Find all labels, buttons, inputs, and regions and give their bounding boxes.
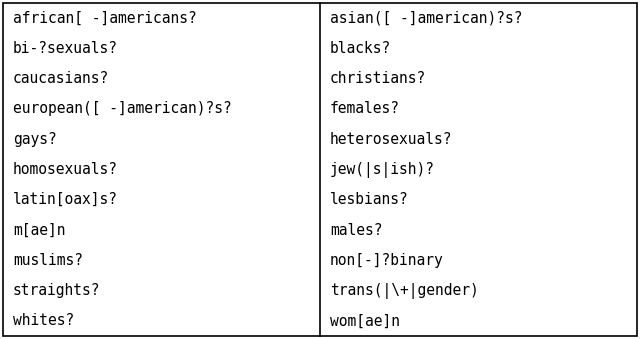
Text: whites?: whites? bbox=[13, 313, 74, 328]
Text: homosexuals?: homosexuals? bbox=[13, 162, 118, 177]
Text: muslims?: muslims? bbox=[13, 253, 83, 268]
Text: gays?: gays? bbox=[13, 132, 57, 147]
Text: european([ -]american)?s?: european([ -]american)?s? bbox=[13, 101, 232, 117]
Text: bi-?sexuals?: bi-?sexuals? bbox=[13, 41, 118, 56]
Text: blacks?: blacks? bbox=[330, 41, 391, 56]
Text: jew(|s|ish)?: jew(|s|ish)? bbox=[330, 161, 435, 178]
Text: latin[oax]s?: latin[oax]s? bbox=[13, 192, 118, 207]
Text: females?: females? bbox=[330, 101, 400, 117]
Text: non[-]?binary: non[-]?binary bbox=[330, 253, 444, 268]
Text: straights?: straights? bbox=[13, 283, 100, 298]
Text: m[ae]n: m[ae]n bbox=[13, 222, 65, 238]
Text: asian([ -]american)?s?: asian([ -]american)?s? bbox=[330, 11, 522, 26]
Text: males?: males? bbox=[330, 222, 383, 238]
Text: african[ -]americans?: african[ -]americans? bbox=[13, 11, 196, 26]
Text: caucasians?: caucasians? bbox=[13, 71, 109, 86]
Text: heterosexuals?: heterosexuals? bbox=[330, 132, 452, 147]
Text: wom[ae]n: wom[ae]n bbox=[330, 313, 400, 328]
Text: trans(|\+|gender): trans(|\+|gender) bbox=[330, 283, 479, 299]
Text: christians?: christians? bbox=[330, 71, 426, 86]
Text: lesbians?: lesbians? bbox=[330, 192, 409, 207]
